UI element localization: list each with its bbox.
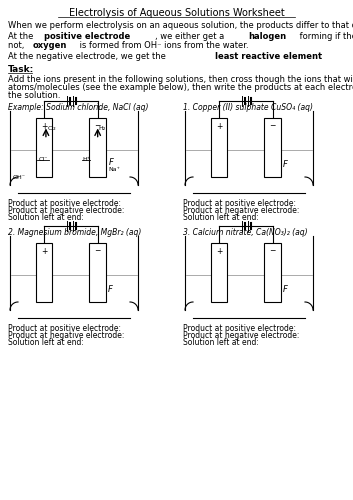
- Text: the solution.: the solution.: [8, 91, 60, 100]
- Text: 1. Copper (II) sulphate CuSO₄ (aq): 1. Copper (II) sulphate CuSO₄ (aq): [183, 103, 313, 112]
- Bar: [211, 242, 227, 302]
- Text: Cl⁻: Cl⁻: [38, 158, 48, 162]
- Text: H₂: H₂: [99, 126, 106, 130]
- Text: Solution left at end:: Solution left at end:: [8, 338, 84, 347]
- Text: Add the ions present in the following solutions, then cross though the ions that: Add the ions present in the following so…: [8, 75, 353, 84]
- Text: oxygen: oxygen: [32, 41, 67, 50]
- Text: Product at negative electrode:: Product at negative electrode:: [183, 206, 299, 215]
- Text: When we perform electrolysis on an aqueous solution, the products differ to that: When we perform electrolysis on an aqueo…: [8, 21, 353, 30]
- Text: +: +: [41, 246, 47, 256]
- Text: halogen: halogen: [248, 32, 286, 41]
- Text: OH⁻: OH⁻: [13, 175, 26, 180]
- Text: Na⁺: Na⁺: [108, 168, 120, 172]
- Text: H⁺: H⁺: [82, 158, 90, 162]
- Text: , we either get a: , we either get a: [155, 32, 227, 41]
- Text: Solution left at end:: Solution left at end:: [183, 338, 259, 347]
- Text: F: F: [283, 160, 288, 170]
- Text: Product at negative electrode:: Product at negative electrode:: [8, 331, 124, 340]
- Text: positive electrode: positive electrode: [44, 32, 130, 41]
- Bar: [89, 242, 106, 302]
- Text: At the: At the: [8, 32, 36, 41]
- Text: −: −: [95, 246, 101, 256]
- Text: not,: not,: [8, 41, 27, 50]
- Text: Product at positive electrode:: Product at positive electrode:: [183, 324, 296, 333]
- Text: F: F: [109, 158, 114, 168]
- Text: −: −: [269, 246, 276, 256]
- Bar: [89, 118, 106, 176]
- Text: Solution left at end:: Solution left at end:: [8, 213, 84, 222]
- Text: atoms/molecules (see the example below), then write the products at each electro: atoms/molecules (see the example below),…: [8, 83, 353, 92]
- Text: +: +: [216, 122, 222, 130]
- Text: Product at negative electrode:: Product at negative electrode:: [8, 206, 124, 215]
- Text: −: −: [269, 122, 276, 130]
- Text: Product at negative electrode:: Product at negative electrode:: [183, 331, 299, 340]
- Bar: [264, 242, 281, 302]
- Text: 2. Magnesium bromide, MgBr₂ (aq): 2. Magnesium bromide, MgBr₂ (aq): [8, 228, 141, 237]
- Text: is formed from OH⁻ ions from the water.: is formed from OH⁻ ions from the water.: [77, 41, 249, 50]
- Text: forming if there are any halide ions (F⁻, Cl⁻, Br⁻, I⁻), or if: forming if there are any halide ions (F⁻…: [297, 32, 353, 41]
- Text: +: +: [216, 246, 222, 256]
- Text: At the negative electrode, we get the: At the negative electrode, we get the: [8, 52, 168, 61]
- Text: 3. Calcium nitrate, Ca(NO₃)₂ (aq): 3. Calcium nitrate, Ca(NO₃)₂ (aq): [183, 228, 307, 237]
- Text: F: F: [283, 286, 288, 294]
- Text: Product at positive electrode:: Product at positive electrode:: [8, 199, 121, 208]
- Text: Solution left at end:: Solution left at end:: [183, 213, 259, 222]
- Bar: [36, 118, 52, 176]
- Text: Cl₂: Cl₂: [48, 126, 56, 130]
- Bar: [264, 118, 281, 176]
- Text: least reactive element: least reactive element: [215, 52, 322, 61]
- Text: Electrolysis of Aqueous Solutions Worksheet: Electrolysis of Aqueous Solutions Worksh…: [68, 8, 285, 18]
- Text: Task:: Task:: [8, 65, 34, 74]
- Bar: [211, 118, 227, 176]
- Text: −: −: [95, 122, 101, 130]
- Text: Example: Sodium chloride, NaCl (aq): Example: Sodium chloride, NaCl (aq): [8, 103, 149, 112]
- Text: Product at positive electrode:: Product at positive electrode:: [183, 199, 296, 208]
- Bar: [36, 242, 52, 302]
- Text: F: F: [108, 286, 113, 294]
- Text: Product at positive electrode:: Product at positive electrode:: [8, 324, 121, 333]
- Text: +: +: [41, 122, 47, 130]
